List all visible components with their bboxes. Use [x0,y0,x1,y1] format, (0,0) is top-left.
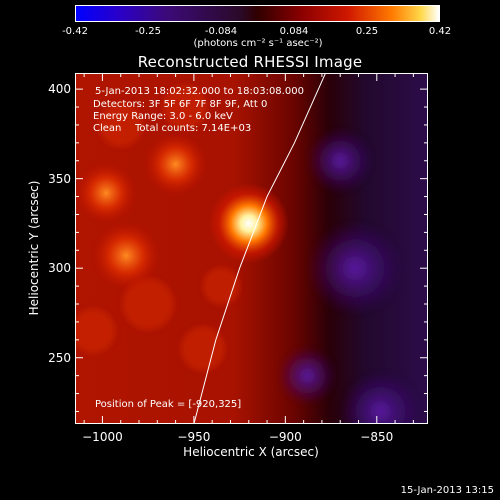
annotation-energy: Energy Range: 3.0 - 6.0 keV [93,111,233,122]
secondary-source [91,220,161,291]
secondary-source [75,161,138,225]
x-axis-label: Heliocentric X (arcsec) [183,445,319,459]
y-axis-label: Heliocentric Y (arcsec) [27,180,41,316]
x-tick-label: −850 [360,430,394,444]
emission-patch [162,85,207,129]
y-tick-label: 250 [48,350,71,365]
x-tick-label: −1000 [82,430,123,444]
colorbar [75,5,440,22]
x-tick-label: −950 [177,430,211,444]
y-tick-label: 400 [48,82,71,97]
annotation-peak-position: Position of Peak = [-920,325] [95,399,241,410]
y-tick-label: 350 [48,171,71,186]
negative-flux-region [278,346,337,405]
secondary-source [143,132,208,197]
annotation-method: Clean [93,123,121,134]
negative-flux-region [340,371,421,424]
colorbar-units: (photons cm⁻² s⁻¹ asec⁻²) [193,38,323,49]
negative-flux-region [307,220,403,316]
chart-title: Reconstructed RHESSI Image [137,53,363,71]
solar-limb-line [193,73,327,424]
emission-patch [75,308,116,353]
y-tick-label: 300 [48,261,71,276]
emission-patch [122,278,174,330]
annotation-time-range: 5-Jan-2013 18:02:32.000 to 18:03:08.000 [95,86,304,97]
annotation-counts: Total counts: 7.14E+03 [134,123,251,134]
colorbar-tick: 0.42 [428,26,452,37]
emission-patch [98,102,143,147]
emission-patch [181,326,225,371]
x-tick-label: −900 [268,430,302,444]
annotation-detectors: Detectors: 3F 5F 6F 7F 8F 9F, Att 0 [93,99,267,110]
colorbar-tick: -0.42 [62,26,88,37]
colorbar-tick: -0.25 [135,26,161,37]
colorbar-tick: -0.084 [204,26,238,37]
colorbar-tick: 0.084 [279,26,309,37]
plot-frame [75,73,428,424]
colorbar-tick: 0.25 [355,26,379,37]
plot-area: 5-Jan-2013 18:02:32.000 to 18:03:08.000 … [75,73,428,424]
negative-flux-region [307,127,374,194]
timestamp: 15-Jan-2013 13:15 [400,485,494,496]
peak-source [208,183,289,264]
